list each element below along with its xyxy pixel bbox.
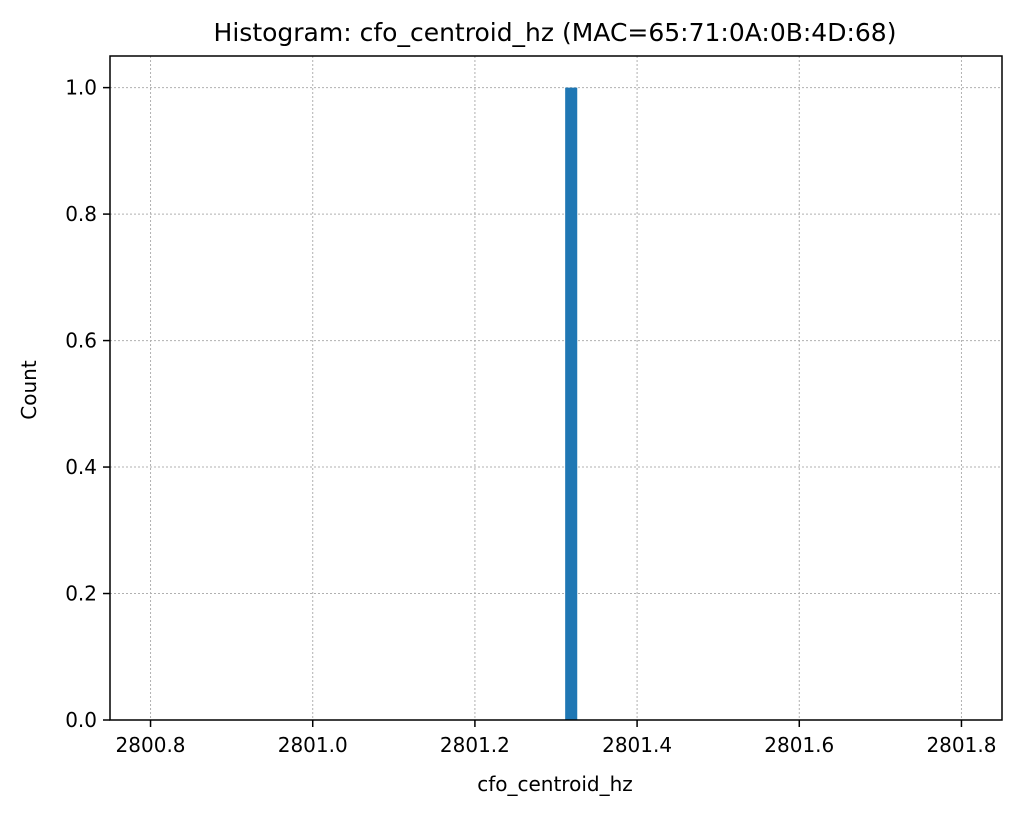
chart-title: Histogram: cfo_centroid_hz (MAC=65:71:0A… (214, 18, 897, 47)
x-tick-label: 2801.0 (278, 733, 348, 757)
y-tick-label: 0.2 (65, 582, 97, 606)
x-tick-label: 2801.4 (602, 733, 672, 757)
y-tick-label: 0.4 (65, 455, 97, 479)
y-axis-ticks: 0.0 0.2 0.4 0.6 0.8 1.0 (65, 76, 110, 732)
x-tick-label: 2801.6 (764, 733, 834, 757)
x-tick-label: 2800.8 (116, 733, 186, 757)
x-tick-label: 2801.2 (440, 733, 510, 757)
grid-lines (110, 56, 1002, 721)
y-axis-label: Count (17, 360, 41, 420)
y-tick-label: 0.8 (65, 202, 97, 226)
y-tick-label: 1.0 (65, 76, 97, 100)
histogram-bar (565, 87, 578, 721)
y-tick-label: 0.0 (65, 708, 97, 732)
histogram-bars (565, 87, 578, 721)
x-tick-label: 2801.8 (926, 733, 996, 757)
y-tick-label: 0.6 (65, 329, 97, 353)
x-axis-label: cfo_centroid_hz (477, 772, 633, 796)
x-axis-ticks: 2800.8 2801.0 2801.2 2801.4 2801.6 2801.8 (116, 720, 996, 757)
plot-frame (109, 55, 1003, 721)
